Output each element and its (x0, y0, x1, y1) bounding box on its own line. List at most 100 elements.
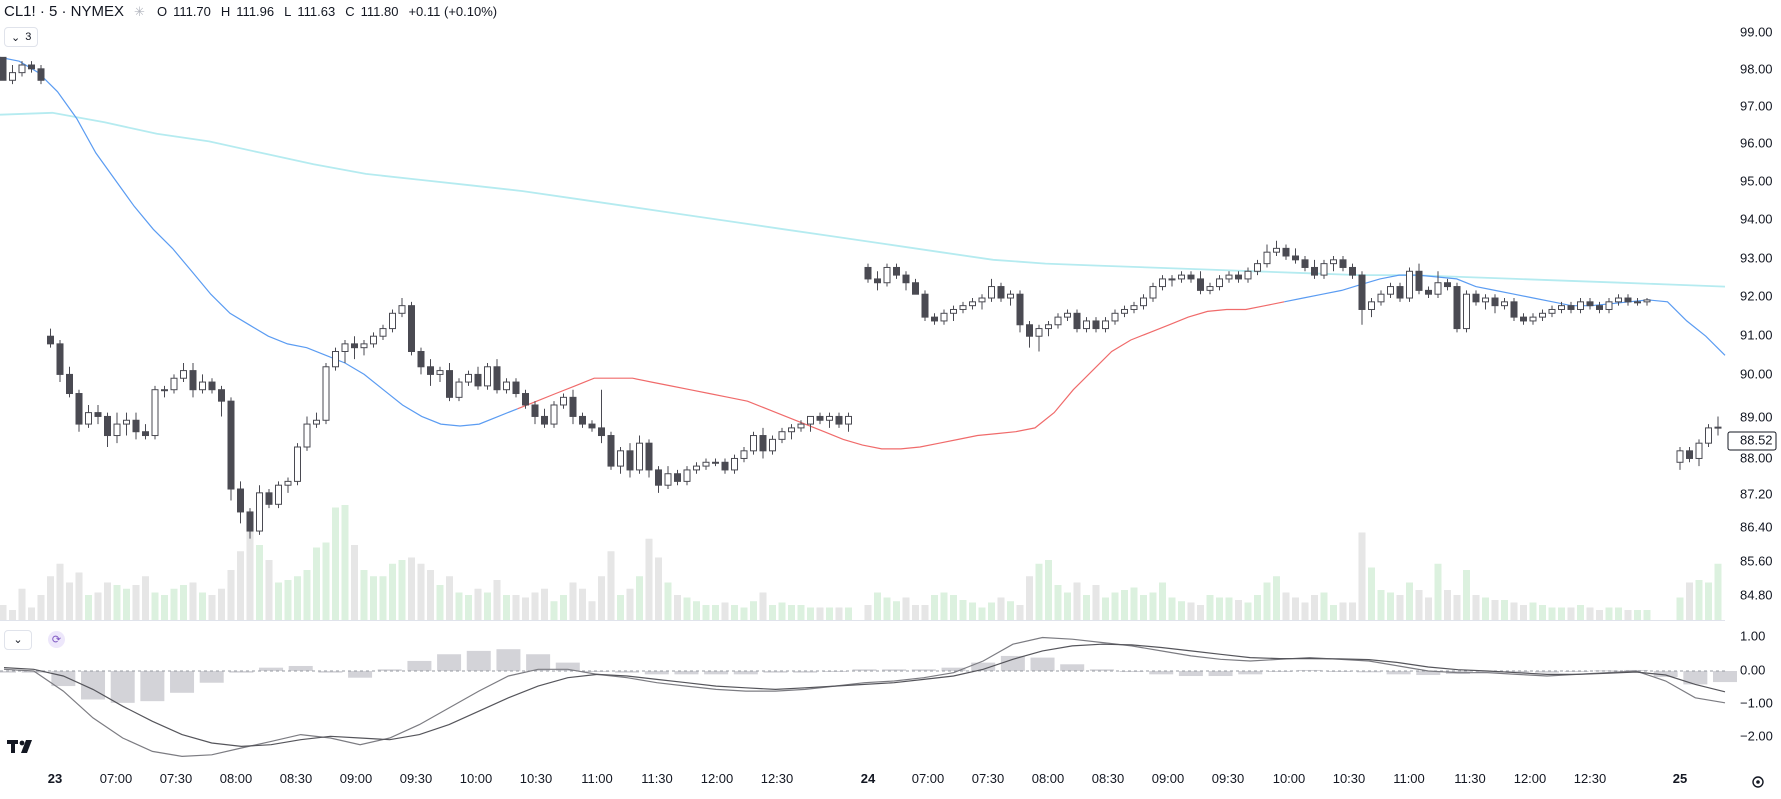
candle[interactable] (94, 412, 102, 417)
candle[interactable] (902, 274, 910, 284)
candle[interactable] (1349, 266, 1356, 276)
candle[interactable] (474, 373, 482, 387)
candle[interactable] (104, 415, 111, 437)
candle[interactable] (1140, 297, 1147, 307)
candle[interactable] (1472, 293, 1480, 303)
candle[interactable] (1244, 270, 1252, 280)
candle[interactable] (218, 389, 225, 402)
candle[interactable] (874, 278, 881, 284)
candle[interactable] (132, 419, 140, 433)
candle[interactable] (1558, 305, 1565, 310)
refresh-icon[interactable]: ⟳ (48, 631, 65, 648)
candle[interactable] (1377, 293, 1385, 303)
candle[interactable] (123, 419, 130, 425)
candle[interactable] (997, 286, 1005, 299)
candle[interactable] (617, 450, 624, 467)
candle[interactable] (693, 465, 700, 471)
candle[interactable] (778, 431, 786, 440)
settings-gear-icon[interactable] (1752, 776, 1764, 788)
candle[interactable] (284, 480, 292, 486)
candle[interactable] (294, 446, 301, 482)
candle[interactable] (1045, 324, 1052, 330)
candle[interactable] (9, 72, 16, 81)
candle[interactable] (1624, 297, 1632, 303)
candle[interactable] (1149, 286, 1157, 299)
candle[interactable] (47, 335, 54, 345)
candle[interactable] (959, 305, 967, 310)
candle[interactable] (303, 423, 311, 448)
candle[interactable] (1092, 320, 1100, 330)
candle[interactable] (1102, 320, 1109, 330)
candle[interactable] (370, 335, 377, 345)
tradingview-logo-icon[interactable] (7, 738, 37, 759)
candle[interactable] (199, 381, 206, 391)
candle[interactable] (893, 266, 900, 276)
candle[interactable] (332, 351, 339, 368)
candle[interactable] (161, 389, 168, 392)
candle[interactable] (883, 266, 891, 284)
candle[interactable] (912, 282, 919, 295)
candle[interactable] (1491, 297, 1499, 307)
candle[interactable] (1197, 278, 1204, 291)
candle[interactable] (1482, 297, 1489, 303)
candle[interactable] (1368, 301, 1375, 310)
candle[interactable] (750, 435, 757, 452)
candle[interactable] (969, 301, 976, 307)
candle[interactable] (740, 450, 748, 459)
candle[interactable] (731, 457, 738, 471)
candle[interactable] (864, 266, 872, 280)
candle[interactable] (256, 492, 263, 532)
candle[interactable] (1263, 251, 1271, 265)
candle[interactable] (797, 423, 805, 429)
candle[interactable] (1206, 286, 1214, 291)
candle[interactable] (1695, 442, 1703, 459)
candle[interactable] (1425, 289, 1432, 295)
candle[interactable] (1121, 308, 1128, 314)
candle[interactable] (1273, 247, 1280, 253)
candle[interactable] (816, 415, 824, 421)
candle[interactable] (37, 68, 45, 81)
candle[interactable] (1714, 426, 1722, 429)
candle[interactable] (170, 377, 178, 391)
candle[interactable] (85, 412, 92, 425)
candle[interactable] (569, 396, 577, 417)
candle[interactable] (208, 381, 216, 391)
candle[interactable] (1026, 324, 1033, 337)
candle[interactable] (1035, 328, 1043, 337)
candle[interactable] (1311, 266, 1318, 276)
candle[interactable] (113, 423, 121, 437)
candle[interactable] (66, 373, 73, 395)
candle[interactable] (237, 488, 244, 513)
pane-collapse-button[interactable]: ⌄ (4, 630, 32, 650)
candle[interactable] (1007, 293, 1014, 299)
candle[interactable] (389, 312, 396, 330)
candle[interactable] (1567, 305, 1575, 310)
candle[interactable] (531, 404, 539, 417)
candle[interactable] (1396, 286, 1404, 299)
candle[interactable] (560, 396, 567, 406)
candle[interactable] (1054, 316, 1062, 326)
candle[interactable] (664, 473, 672, 486)
candle[interactable] (265, 492, 273, 505)
candle[interactable] (845, 415, 852, 425)
candle[interactable] (588, 423, 596, 429)
candle[interactable] (1453, 286, 1461, 330)
candle[interactable] (1358, 274, 1366, 310)
candle[interactable] (493, 366, 501, 391)
candle[interactable] (56, 343, 64, 375)
candle[interactable] (1320, 263, 1328, 276)
candle[interactable] (988, 286, 995, 299)
candle[interactable] (1216, 278, 1223, 288)
candle[interactable] (655, 469, 662, 486)
candle[interactable] (180, 370, 187, 379)
candle[interactable] (683, 469, 691, 482)
candle[interactable] (1605, 301, 1613, 310)
candle[interactable] (1548, 308, 1556, 314)
candle[interactable] (1016, 293, 1024, 326)
candle[interactable] (1292, 255, 1299, 261)
candle[interactable] (626, 450, 634, 471)
candle[interactable] (636, 442, 643, 471)
candle[interactable] (579, 415, 586, 425)
candle[interactable] (674, 473, 681, 482)
candle[interactable] (807, 415, 814, 425)
